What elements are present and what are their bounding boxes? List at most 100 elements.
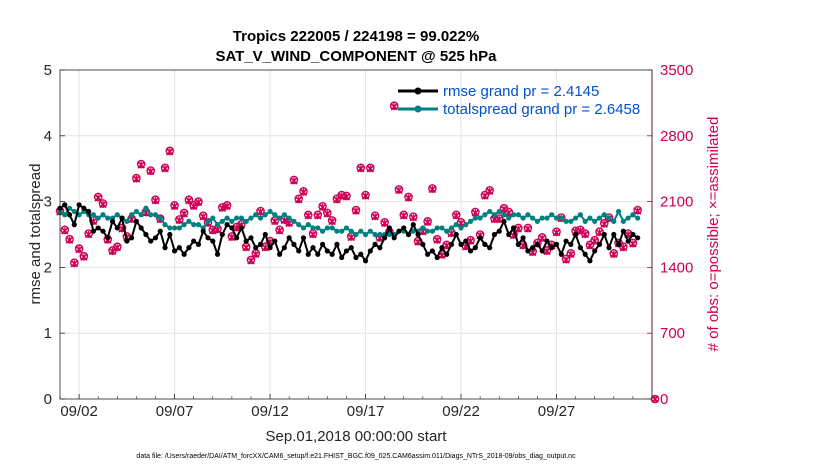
totalspread-point: [477, 215, 483, 221]
totalspread-point: [291, 218, 297, 224]
rmse-point: [81, 205, 87, 211]
totalspread-point: [367, 228, 373, 234]
totalspread-point: [501, 212, 507, 218]
totalspread-point: [262, 212, 268, 218]
rmse-point: [506, 231, 512, 238]
obs-assimilated-point: [75, 245, 83, 254]
rmse-point: [415, 231, 421, 238]
obs-assimilated-point: [94, 194, 102, 202]
obs-assimilated-point: [428, 185, 437, 194]
rmse-point: [205, 235, 211, 241]
rmse-point: [477, 235, 483, 241]
rmse-point: [410, 222, 416, 228]
totalspread-point: [615, 208, 622, 215]
rmse-point: [525, 248, 531, 254]
totalspread-point: [611, 218, 617, 224]
totalspread-point: [544, 215, 550, 221]
rmse-point: [214, 251, 221, 257]
rmse-point: [148, 238, 154, 244]
rmse-point: [262, 231, 268, 238]
rmse-point: [229, 225, 235, 231]
totalspread-point: [444, 228, 450, 234]
rmse-point: [568, 241, 574, 247]
y-right-tick-label: 2100: [660, 194, 693, 211]
rmse-point: [353, 254, 359, 261]
rmse-point: [224, 222, 230, 228]
totalspread-point: [238, 215, 245, 221]
totalspread-point: [482, 212, 488, 218]
rmse-point: [324, 248, 330, 254]
totalspread-point: [205, 218, 211, 224]
obs-zero-marker-x: [651, 395, 659, 403]
rmse-point: [310, 245, 316, 251]
totalspread-point: [133, 208, 139, 215]
plot-series: [55, 101, 660, 404]
rmse-point: [425, 251, 431, 257]
totalspread-point: [539, 215, 545, 221]
obs-assimilated-point: [199, 212, 207, 221]
totalspread-point: [329, 225, 335, 231]
totalspread-point: [530, 215, 536, 221]
obs-assimilated-point: [275, 226, 284, 235]
totalspread-point: [334, 228, 340, 234]
y-right-tick-label: 0: [660, 391, 668, 408]
obs-assimilated-point: [61, 226, 69, 235]
obs-assimilated-point: [299, 188, 308, 196]
totalspread-point: [219, 218, 225, 224]
rmse-point: [482, 241, 488, 247]
rmse-point: [109, 218, 116, 224]
obs-assimilated-point: [223, 202, 231, 211]
totalspread-point: [267, 208, 273, 215]
obs-assimilated-point: [433, 236, 441, 244]
obs-assimilated-point: [390, 102, 398, 111]
rmse-point: [62, 202, 68, 208]
totalspread-point: [339, 228, 345, 234]
legend-spread-marker: [414, 105, 422, 113]
obs-assimilated-point: [371, 212, 379, 221]
obs-assimilated-point: [395, 186, 403, 195]
x-tick-label: 09/02: [60, 403, 98, 420]
totalspread-point: [362, 231, 369, 238]
totalspread-point: [439, 225, 445, 231]
rmse-point: [66, 212, 73, 218]
rmse-point: [234, 235, 240, 241]
rmse-point: [300, 235, 307, 241]
rmse-point: [305, 251, 311, 257]
rmse-point: [119, 215, 125, 221]
rmse-point: [439, 245, 445, 251]
obs-assimilated-point: [251, 250, 260, 259]
rmse-point: [277, 251, 283, 257]
obs-assimilated-point: [495, 215, 503, 224]
totalspread-point: [348, 228, 354, 234]
rmse-point: [539, 248, 545, 254]
obs-assimilated-point: [304, 211, 313, 220]
totalspread-point: [248, 215, 254, 221]
totalspread-point: [315, 225, 321, 231]
totalspread-point: [568, 218, 574, 224]
obs-assimilated-point: [218, 204, 227, 212]
rmse-point: [549, 245, 555, 251]
totalspread-point: [491, 212, 498, 218]
obs-assimilated-point: [524, 225, 532, 233]
obs-assimilated-point: [166, 148, 174, 156]
totalspread-point: [534, 218, 541, 224]
x-tick-label: 09/17: [347, 403, 385, 420]
totalspread-point: [124, 218, 130, 224]
obs-assimilated-point: [505, 209, 513, 217]
y-right-tick-label: 700: [660, 325, 685, 342]
totalspread-point: [448, 225, 455, 231]
totalspread-point: [234, 215, 240, 221]
rmse-point: [520, 235, 526, 241]
rmse-point: [296, 248, 302, 254]
totalspread-point: [358, 228, 364, 234]
y-left-tick-label: 5: [44, 62, 52, 79]
totalspread-point: [100, 212, 106, 218]
y-left-tick-label: 2: [44, 259, 52, 276]
obs-assimilated-point: [581, 230, 589, 239]
totalspread-point: [129, 212, 135, 218]
totalspread-point: [66, 205, 73, 211]
obs-assimilated-point: [595, 228, 604, 237]
totalspread-point: [429, 228, 435, 234]
obs-assimilated-point: [352, 207, 360, 215]
